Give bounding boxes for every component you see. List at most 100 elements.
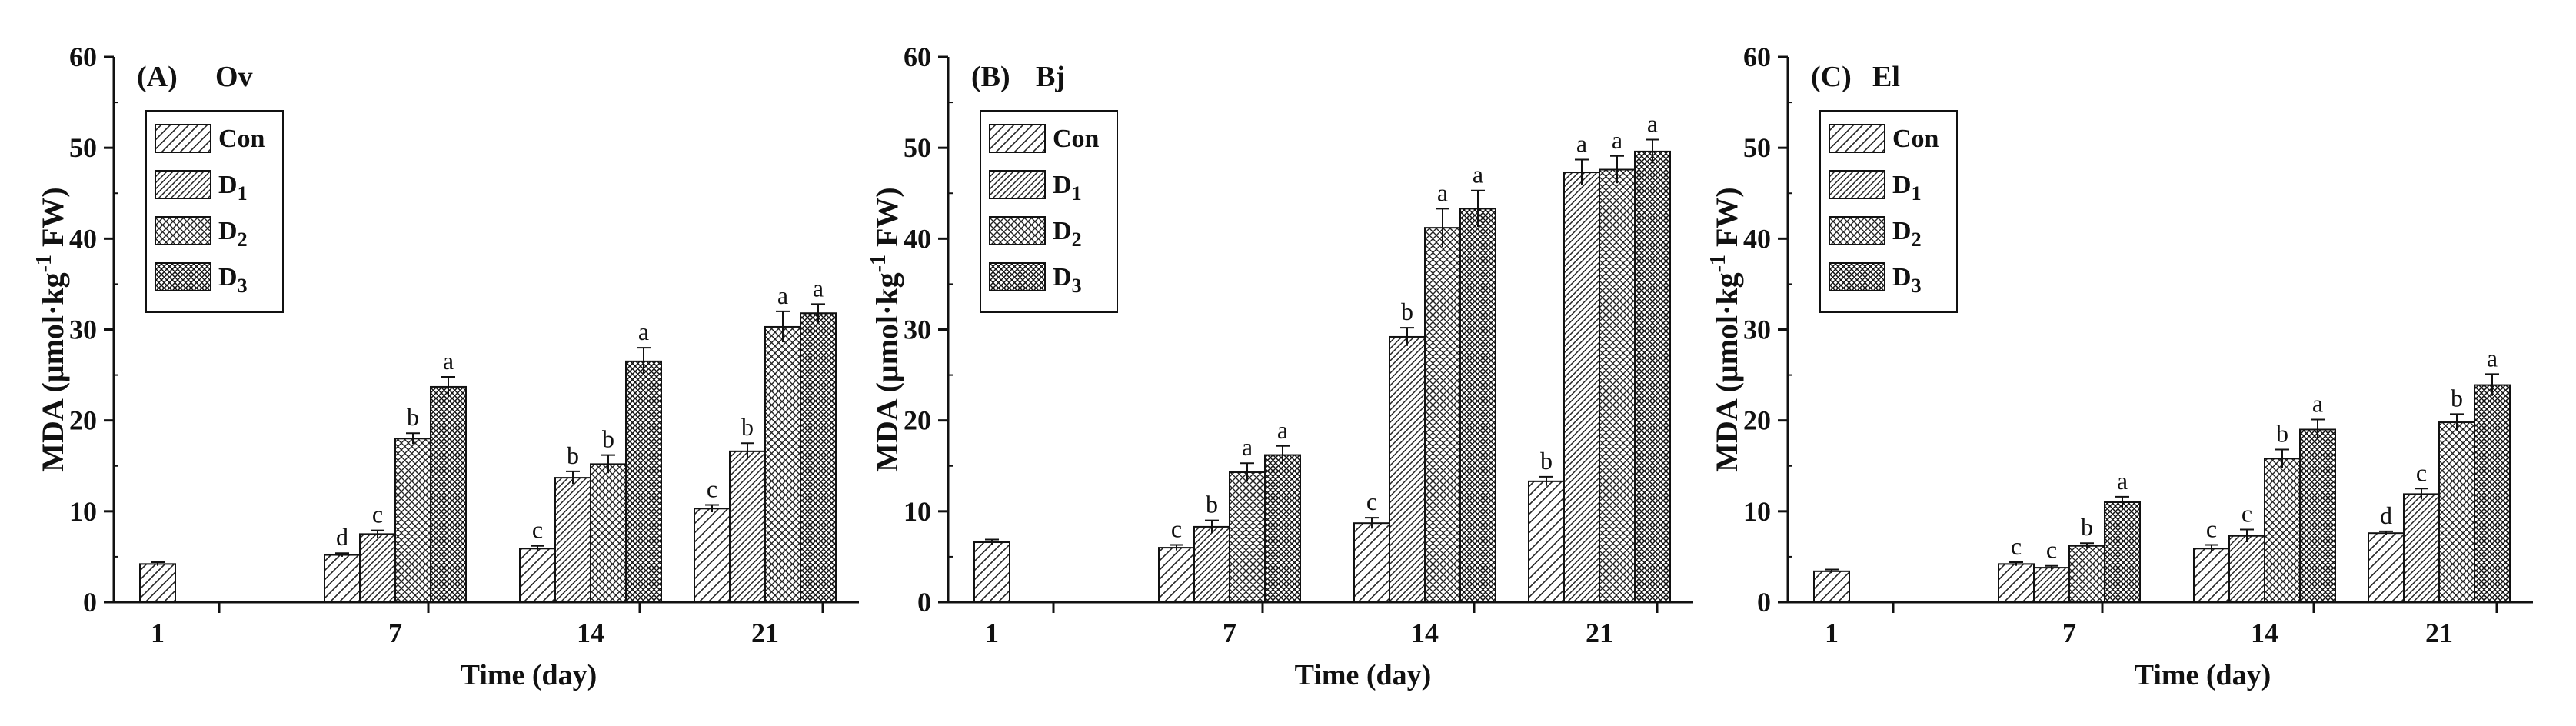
y-axis-title: MDA (μmol·kg-1 FW) — [32, 187, 70, 471]
significance-letter: d — [2380, 501, 2392, 529]
significance-letter: d — [336, 523, 348, 551]
significance-letter: c — [372, 501, 383, 528]
bar-d2 — [1599, 168, 1636, 603]
significance-letter: a — [1473, 161, 1483, 188]
significance-letter: a — [1576, 130, 1587, 158]
bar-d1 — [2033, 567, 2070, 604]
legend-label-main: D — [218, 263, 238, 291]
significance-letter: b — [602, 425, 614, 453]
bar-d3 — [1634, 150, 1671, 604]
x-axis-title: Time (day) — [2135, 659, 2271, 691]
y-tick-label: 40 — [69, 223, 97, 254]
bar-d3 — [1264, 454, 1301, 603]
bar-d3 — [2299, 428, 2336, 603]
legend-label: D3 — [218, 263, 248, 297]
panel-label: (C) — [1811, 61, 1852, 93]
legend-label-main: Con — [218, 125, 265, 153]
bar-d2 — [394, 438, 431, 603]
legend-label-main: D — [218, 217, 238, 245]
legend-label: D3 — [1892, 263, 1922, 297]
bar-d3 — [625, 360, 662, 603]
bar-d3 — [430, 385, 467, 603]
significance-letter: c — [2206, 515, 2217, 543]
y-tick-label: 0 — [1757, 587, 1771, 618]
y-axis-title: MDA (μmol·kg-1 FW) — [1706, 187, 1744, 471]
legend-swatch-0 — [989, 124, 1046, 153]
legend-label-sub: 3 — [1072, 275, 1082, 297]
significance-letter: c — [1366, 488, 1377, 515]
significance-letter: a — [1437, 178, 1448, 206]
bar-d2 — [764, 325, 801, 603]
y-axis-title-tail: FW) — [870, 187, 904, 255]
y-tick-label: 20 — [904, 405, 931, 436]
y-tick-label: 60 — [69, 42, 97, 72]
significance-letter: a — [2487, 344, 2498, 371]
y-axis-title-main: MDA (μmol·kg — [870, 272, 904, 471]
bar-d1 — [2403, 493, 2440, 603]
x-axis-title: Time (day) — [461, 659, 597, 691]
x-tick-label: 1 — [151, 618, 165, 648]
legend-label: D1 — [1892, 171, 1922, 205]
y-tick-label: 60 — [1743, 42, 1771, 72]
bar-con — [139, 563, 176, 603]
legend-swatch-2 — [989, 216, 1046, 245]
legend-label-main: D — [1892, 263, 1912, 291]
significance-letter: a — [777, 281, 788, 309]
y-tick-label: 10 — [1743, 496, 1771, 527]
bar-d1 — [1563, 172, 1600, 604]
significance-letter: a — [1647, 110, 1658, 138]
legend-swatch-0 — [155, 124, 211, 153]
bar-d1 — [2228, 535, 2265, 604]
legend-label-main: D — [1053, 171, 1072, 199]
bar-con — [1998, 563, 2035, 603]
legend-label-sub: 2 — [238, 228, 248, 251]
legend-label-main: D — [1892, 217, 1912, 245]
bar-con — [2368, 532, 2405, 604]
x-tick-label: 1 — [985, 618, 999, 648]
significance-letter: c — [707, 475, 717, 503]
y-tick-label: 40 — [1743, 223, 1771, 254]
significance-letter: b — [1540, 447, 1553, 475]
legend-label-sub: 1 — [1912, 182, 1922, 205]
bar-d1 — [554, 477, 591, 604]
bar-d1 — [1193, 525, 1230, 604]
significance-letter: b — [1401, 298, 1413, 325]
legend-swatch-3 — [989, 262, 1046, 291]
legend-swatch-3 — [155, 262, 211, 291]
y-tick-label: 30 — [69, 315, 97, 345]
legend-swatch-3 — [1829, 262, 1885, 291]
y-tick-label: 30 — [904, 315, 931, 345]
significance-letter: c — [1171, 515, 1182, 543]
y-tick-label: 40 — [904, 223, 931, 254]
significance-letter: b — [2451, 384, 2463, 411]
legend-label: Con — [218, 125, 265, 153]
panel-title: Bj — [1036, 61, 1065, 93]
bar-d1 — [1389, 335, 1426, 603]
legend-label-sub: 2 — [1912, 228, 1922, 251]
y-axis-title-sup: -1 — [1706, 255, 1730, 272]
significance-letter: b — [2081, 513, 2093, 541]
x-tick-label: 21 — [1586, 618, 1613, 648]
significance-letter: a — [1242, 433, 1253, 461]
significance-letter: c — [2242, 499, 2252, 527]
y-tick-label: 10 — [904, 496, 931, 527]
bar-con — [694, 508, 731, 603]
bar-con — [324, 554, 361, 604]
y-axis-title-main: MDA (μmol·kg — [1709, 272, 1744, 471]
legend-label: Con — [1892, 125, 1939, 153]
panel-title: Ov — [215, 61, 253, 93]
bar-con — [2193, 548, 2230, 604]
legend-label: Con — [1053, 125, 1100, 153]
y-tick-label: 0 — [917, 587, 931, 618]
bar-con — [1528, 480, 1565, 603]
bar-d1 — [729, 450, 766, 603]
significance-letter: a — [2312, 389, 2323, 417]
significance-letter: b — [2276, 419, 2288, 447]
significance-letter: a — [1612, 126, 1622, 154]
legend-swatch-2 — [1829, 216, 1885, 245]
significance-letter: b — [407, 403, 419, 431]
